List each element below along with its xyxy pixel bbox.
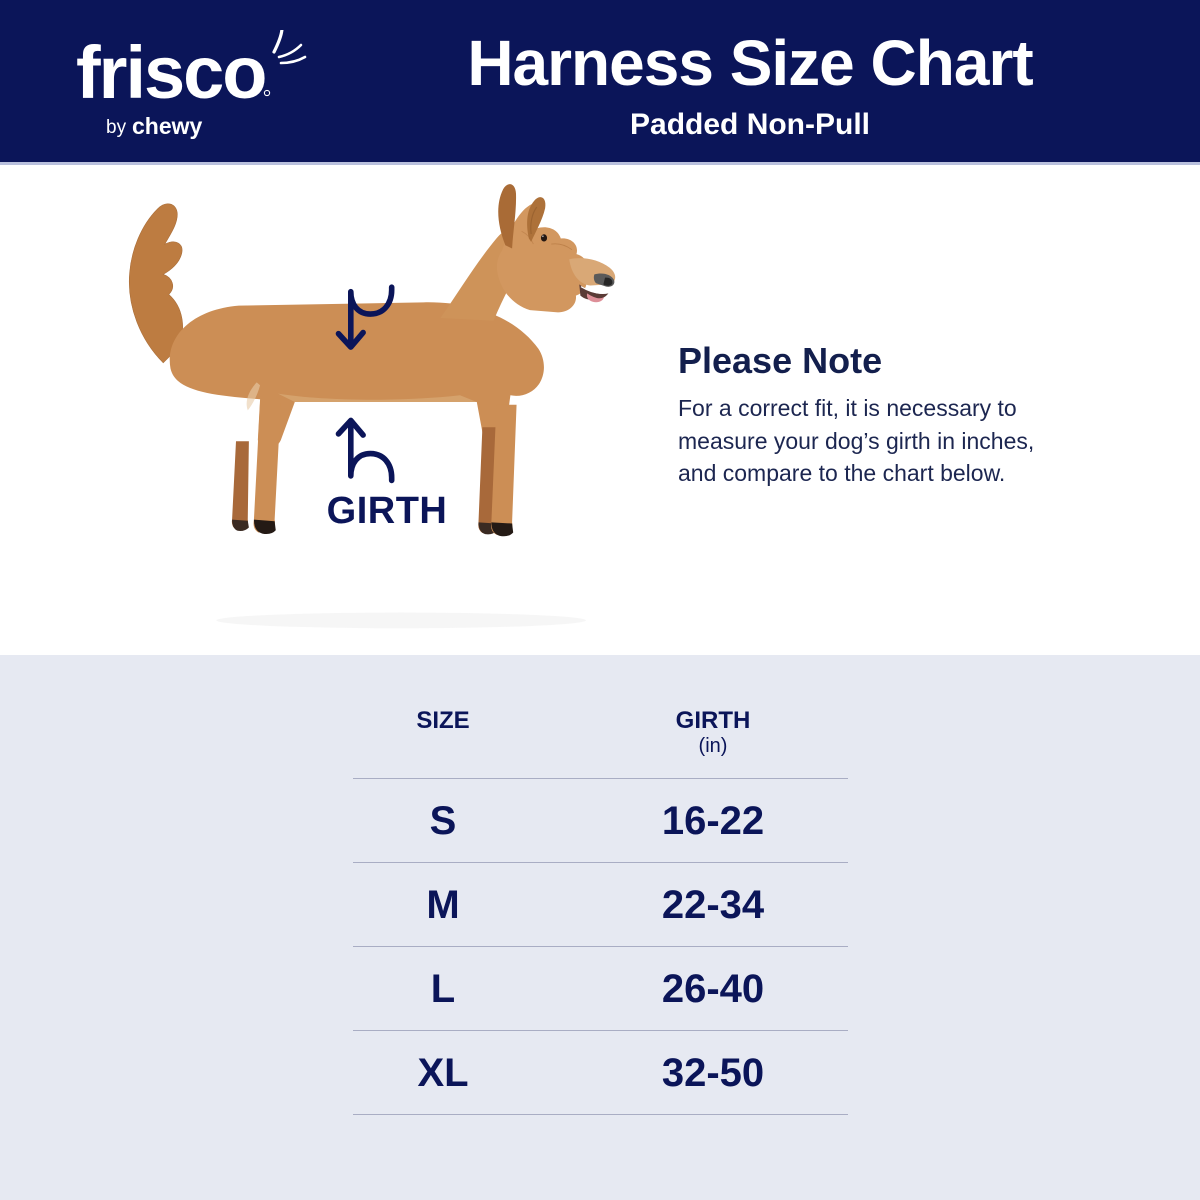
svg-text:chewy: chewy bbox=[132, 113, 203, 139]
svg-text:by: by bbox=[106, 117, 127, 138]
svg-text:frisco: frisco bbox=[76, 31, 266, 114]
